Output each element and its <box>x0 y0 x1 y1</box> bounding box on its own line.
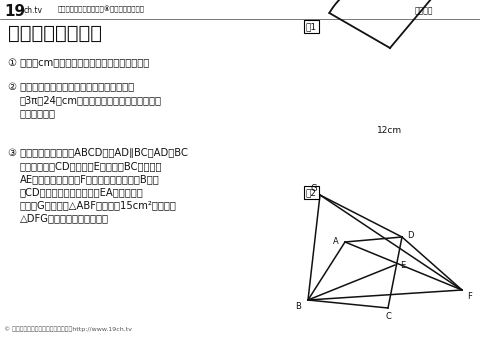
Text: ① 半径３cmである半球の表面積を求めなさい。: ① 半径３cmである半球の表面積を求めなさい。 <box>8 58 149 68</box>
Text: F: F <box>467 292 472 301</box>
Text: 図2: 図2 <box>306 188 317 197</box>
Text: △DFGの面積を求めなさい。: △DFGの面積を求めなさい。 <box>20 213 109 223</box>
Text: G: G <box>311 184 317 193</box>
Text: C: C <box>385 312 391 321</box>
Text: 交点をGとする。△ABFの面積が15cm²のとき、: 交点をGとする。△ABFの面積が15cm²のとき、 <box>20 200 177 210</box>
Text: 【受験対策】数学－図形⑧の補足　プリント: 【受験対策】数学－図形⑧の補足 プリント <box>58 6 145 13</box>
Text: （3π＋24）cmのとき、このおうぎ形の面積を: （3π＋24）cmのとき、このおうぎ形の面積を <box>20 95 162 105</box>
Text: B: B <box>295 302 301 311</box>
Text: ③ 右の図２で、四角形ABCDは、AD∥BC、AD＜BC: ③ 右の図２で、四角形ABCDは、AD∥BC、AD＜BC <box>8 148 188 158</box>
Text: ② 右の図１のおうぎ形について、周の長さが: ② 右の図１のおうぎ形について、周の長さが <box>8 82 134 92</box>
Text: 辺CDに平行にひいた直線とEAの延長との: 辺CDに平行にひいた直線とEAの延長との <box>20 187 144 197</box>
Text: 月　　日: 月 日 <box>415 6 433 15</box>
Text: D: D <box>407 232 413 240</box>
Text: E: E <box>400 260 405 270</box>
Text: A: A <box>333 238 339 246</box>
Text: ch.tv: ch.tv <box>24 6 43 15</box>
Text: 求めなさい。: 求めなさい。 <box>20 108 56 118</box>
Text: © 葉一「とある男が授業をしてみた」http://www.19ch.tv: © 葉一「とある男が授業をしてみた」http://www.19ch.tv <box>4 326 132 332</box>
Text: 12cm: 12cm <box>377 126 403 135</box>
Text: 受験対策・図形８: 受験対策・図形８ <box>8 24 102 43</box>
Text: 図1: 図1 <box>306 22 317 31</box>
Text: 19: 19 <box>4 4 25 19</box>
Text: の台形で、辺CDの中点をEとし、辺BCの延長と: の台形で、辺CDの中点をEとし、辺BCの延長と <box>20 161 163 171</box>
Text: AEの延長との交点をFとする。また、頂点Bから: AEの延長との交点をFとする。また、頂点Bから <box>20 174 160 184</box>
